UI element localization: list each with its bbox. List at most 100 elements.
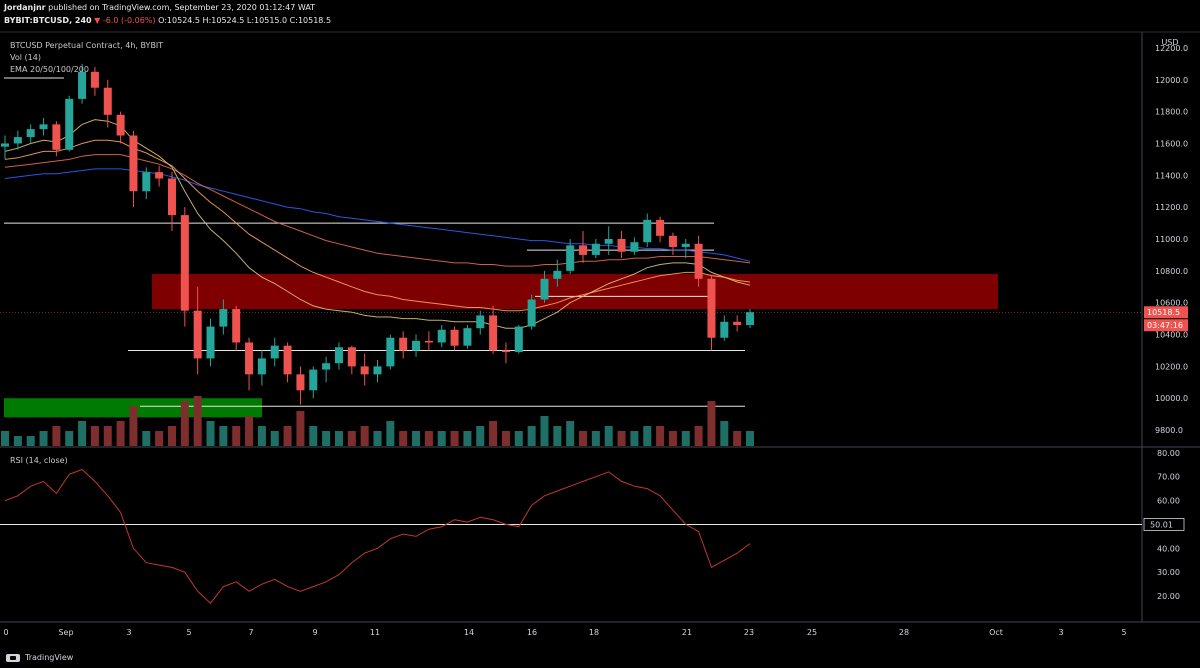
candle-body [501, 350, 510, 353]
volume-legend[interactable]: Vol (14) [10, 53, 41, 62]
candle-body [720, 321, 729, 338]
volume-bar [746, 431, 754, 446]
chart-title[interactable]: BTCUSD Perpetual Contract, 4h, BYBIT [10, 41, 164, 50]
candle-body [412, 340, 421, 351]
candle-body [746, 312, 754, 325]
candle-body [309, 369, 318, 391]
price-tick-label: 10400.0 [1155, 331, 1188, 340]
price-tick-label: 10600.0 [1155, 299, 1188, 308]
price-tick-label: 10200.0 [1155, 362, 1188, 371]
volume-bar [720, 421, 729, 446]
candle-body [78, 71, 87, 99]
footer-brand[interactable]: TradingView [6, 653, 73, 662]
volume-bar [424, 431, 433, 446]
candle-body [52, 124, 61, 150]
volume-bar [412, 431, 421, 446]
candle-body [103, 87, 112, 115]
candle-body [489, 315, 498, 351]
volume-bar [167, 426, 176, 446]
candle-body [386, 337, 395, 367]
publish-text: published on TradingView.com, September … [48, 3, 316, 12]
candle-body [90, 71, 99, 88]
rsi-tick-label: 30.00 [1157, 568, 1180, 577]
candle-body [617, 239, 626, 252]
volume-bar [617, 431, 626, 446]
tradingview-logo-icon [6, 653, 20, 662]
volume-bar [334, 431, 343, 446]
change-value: ▼ -6.0 (-0.06%) [94, 16, 156, 25]
ema-20-line [4, 119, 751, 329]
volume-bar [694, 426, 703, 446]
candle-body [26, 129, 35, 138]
time-tick-label: 14 [464, 628, 474, 637]
volume-bar [65, 431, 74, 446]
candle-body [245, 342, 254, 375]
volume-bar [707, 401, 716, 446]
candle-body [656, 219, 665, 236]
price-tick-label: 11000.0 [1155, 235, 1188, 244]
volume-bar [399, 431, 408, 446]
candle-body [296, 374, 305, 391]
candle-body [283, 345, 292, 375]
candle-body [540, 278, 549, 300]
volume-bar [668, 431, 677, 446]
price-tick-label: 12200.0 [1155, 44, 1188, 53]
volume-bar [566, 421, 575, 446]
candle-body [733, 321, 742, 325]
candle-body [566, 245, 575, 271]
candle-body [219, 309, 228, 327]
rsi-tick-label: 40.00 [1157, 544, 1180, 553]
publisher-name[interactable]: Jordanjnr [4, 3, 46, 12]
volume-bar [527, 426, 536, 446]
time-tick-label: Sep [58, 628, 73, 637]
volume-bar [206, 421, 215, 446]
candle-body [270, 345, 279, 359]
time-tick-label: 5 [186, 628, 191, 637]
price-tick-label: 11800.0 [1155, 108, 1188, 117]
volume-bar [270, 431, 279, 446]
candle-body [604, 239, 613, 244]
candle-body [65, 98, 74, 150]
volume-bar [26, 436, 35, 446]
volume-bar [591, 431, 600, 446]
price-tick-label: 12000.0 [1155, 76, 1188, 85]
last-price-value: 10518.5 [1147, 308, 1180, 317]
candle-body [553, 270, 562, 279]
volume-bar [437, 431, 446, 446]
candle-body [13, 137, 22, 144]
volume-bar [193, 396, 202, 446]
zone-red [152, 274, 998, 310]
volume-bar [514, 431, 523, 446]
candle-body [373, 366, 382, 375]
candle-body [142, 172, 151, 192]
price-tick-label: 11400.0 [1155, 171, 1188, 180]
candle-body [437, 329, 446, 343]
candle-body [1, 143, 9, 147]
rsi-legend[interactable]: RSI (14, close) [10, 456, 68, 465]
candle-body [591, 243, 600, 255]
time-tick-label: 25 [807, 628, 817, 637]
volume-bar [39, 431, 48, 446]
rsi-tick-label: 80.00 [1157, 449, 1180, 458]
volume-bar [219, 426, 228, 446]
candle-body [424, 340, 433, 343]
ema-200-line [4, 168, 751, 262]
candle-body [206, 326, 215, 359]
candle-body [322, 363, 331, 370]
volume-bar [283, 426, 292, 446]
ema-100-line [4, 154, 751, 267]
volume-bar [13, 436, 22, 446]
volume-bar [180, 401, 189, 446]
ema-legend[interactable]: EMA 20/50/100/200 [10, 65, 89, 74]
volume-bar [309, 426, 318, 446]
rsi-tick-label: 70.00 [1157, 473, 1180, 482]
symbol-label[interactable]: BYBIT:BTCUSD, 240 [4, 16, 92, 25]
symbol-bar: BYBIT:BTCUSD, 240 ▼ -6.0 (-0.06%) O:1052… [4, 16, 331, 25]
volume-bar [540, 416, 549, 446]
volume-bar [1, 431, 9, 446]
candle-body [167, 178, 176, 216]
candle-body [129, 135, 138, 192]
volume-bar [129, 406, 138, 446]
rsi-current-tag [1143, 518, 1185, 531]
